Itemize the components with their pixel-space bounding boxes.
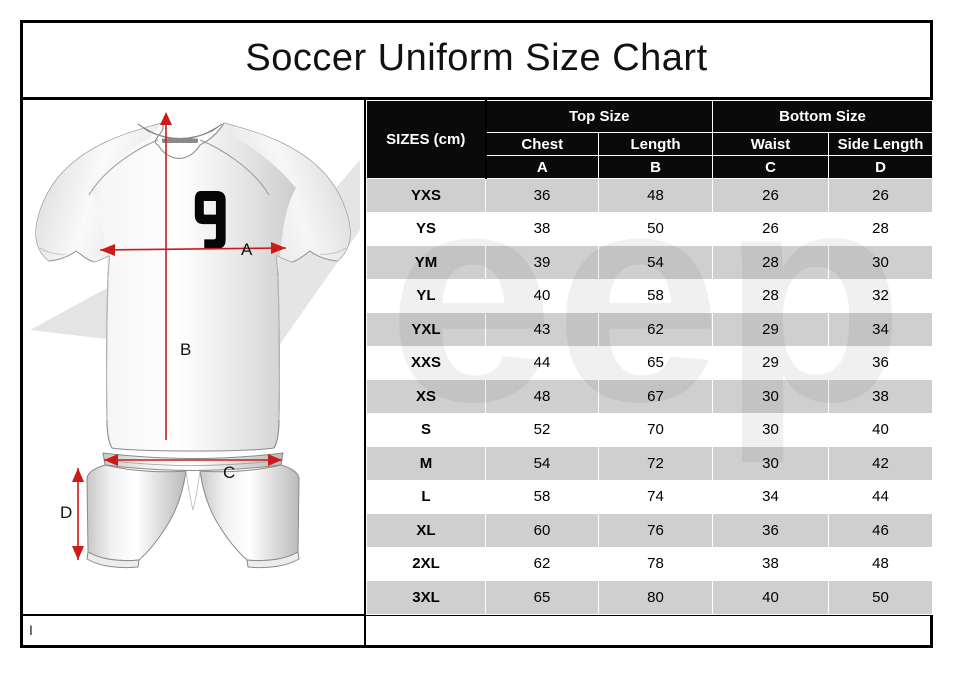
svg-text:D: D <box>60 503 72 522</box>
svg-text:A: A <box>241 240 253 259</box>
svg-text:C: C <box>223 463 235 482</box>
svg-text:B: B <box>180 340 191 359</box>
